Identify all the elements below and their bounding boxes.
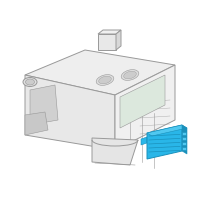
- Polygon shape: [115, 65, 175, 150]
- Polygon shape: [141, 137, 147, 145]
- Polygon shape: [147, 125, 182, 159]
- Polygon shape: [25, 50, 175, 95]
- Polygon shape: [98, 30, 121, 34]
- FancyBboxPatch shape: [182, 137, 186, 140]
- Polygon shape: [25, 112, 48, 135]
- Ellipse shape: [99, 76, 111, 84]
- Ellipse shape: [121, 70, 139, 80]
- Ellipse shape: [124, 71, 136, 79]
- Polygon shape: [147, 125, 187, 136]
- FancyBboxPatch shape: [98, 34, 116, 50]
- Polygon shape: [92, 138, 138, 165]
- Polygon shape: [30, 85, 58, 125]
- FancyBboxPatch shape: [182, 147, 186, 150]
- FancyBboxPatch shape: [182, 142, 186, 145]
- Ellipse shape: [96, 75, 114, 85]
- Ellipse shape: [23, 77, 37, 86]
- Ellipse shape: [26, 79, 35, 85]
- Polygon shape: [116, 30, 121, 50]
- Polygon shape: [182, 125, 187, 154]
- FancyBboxPatch shape: [182, 132, 186, 135]
- Polygon shape: [120, 75, 165, 128]
- Polygon shape: [25, 75, 115, 150]
